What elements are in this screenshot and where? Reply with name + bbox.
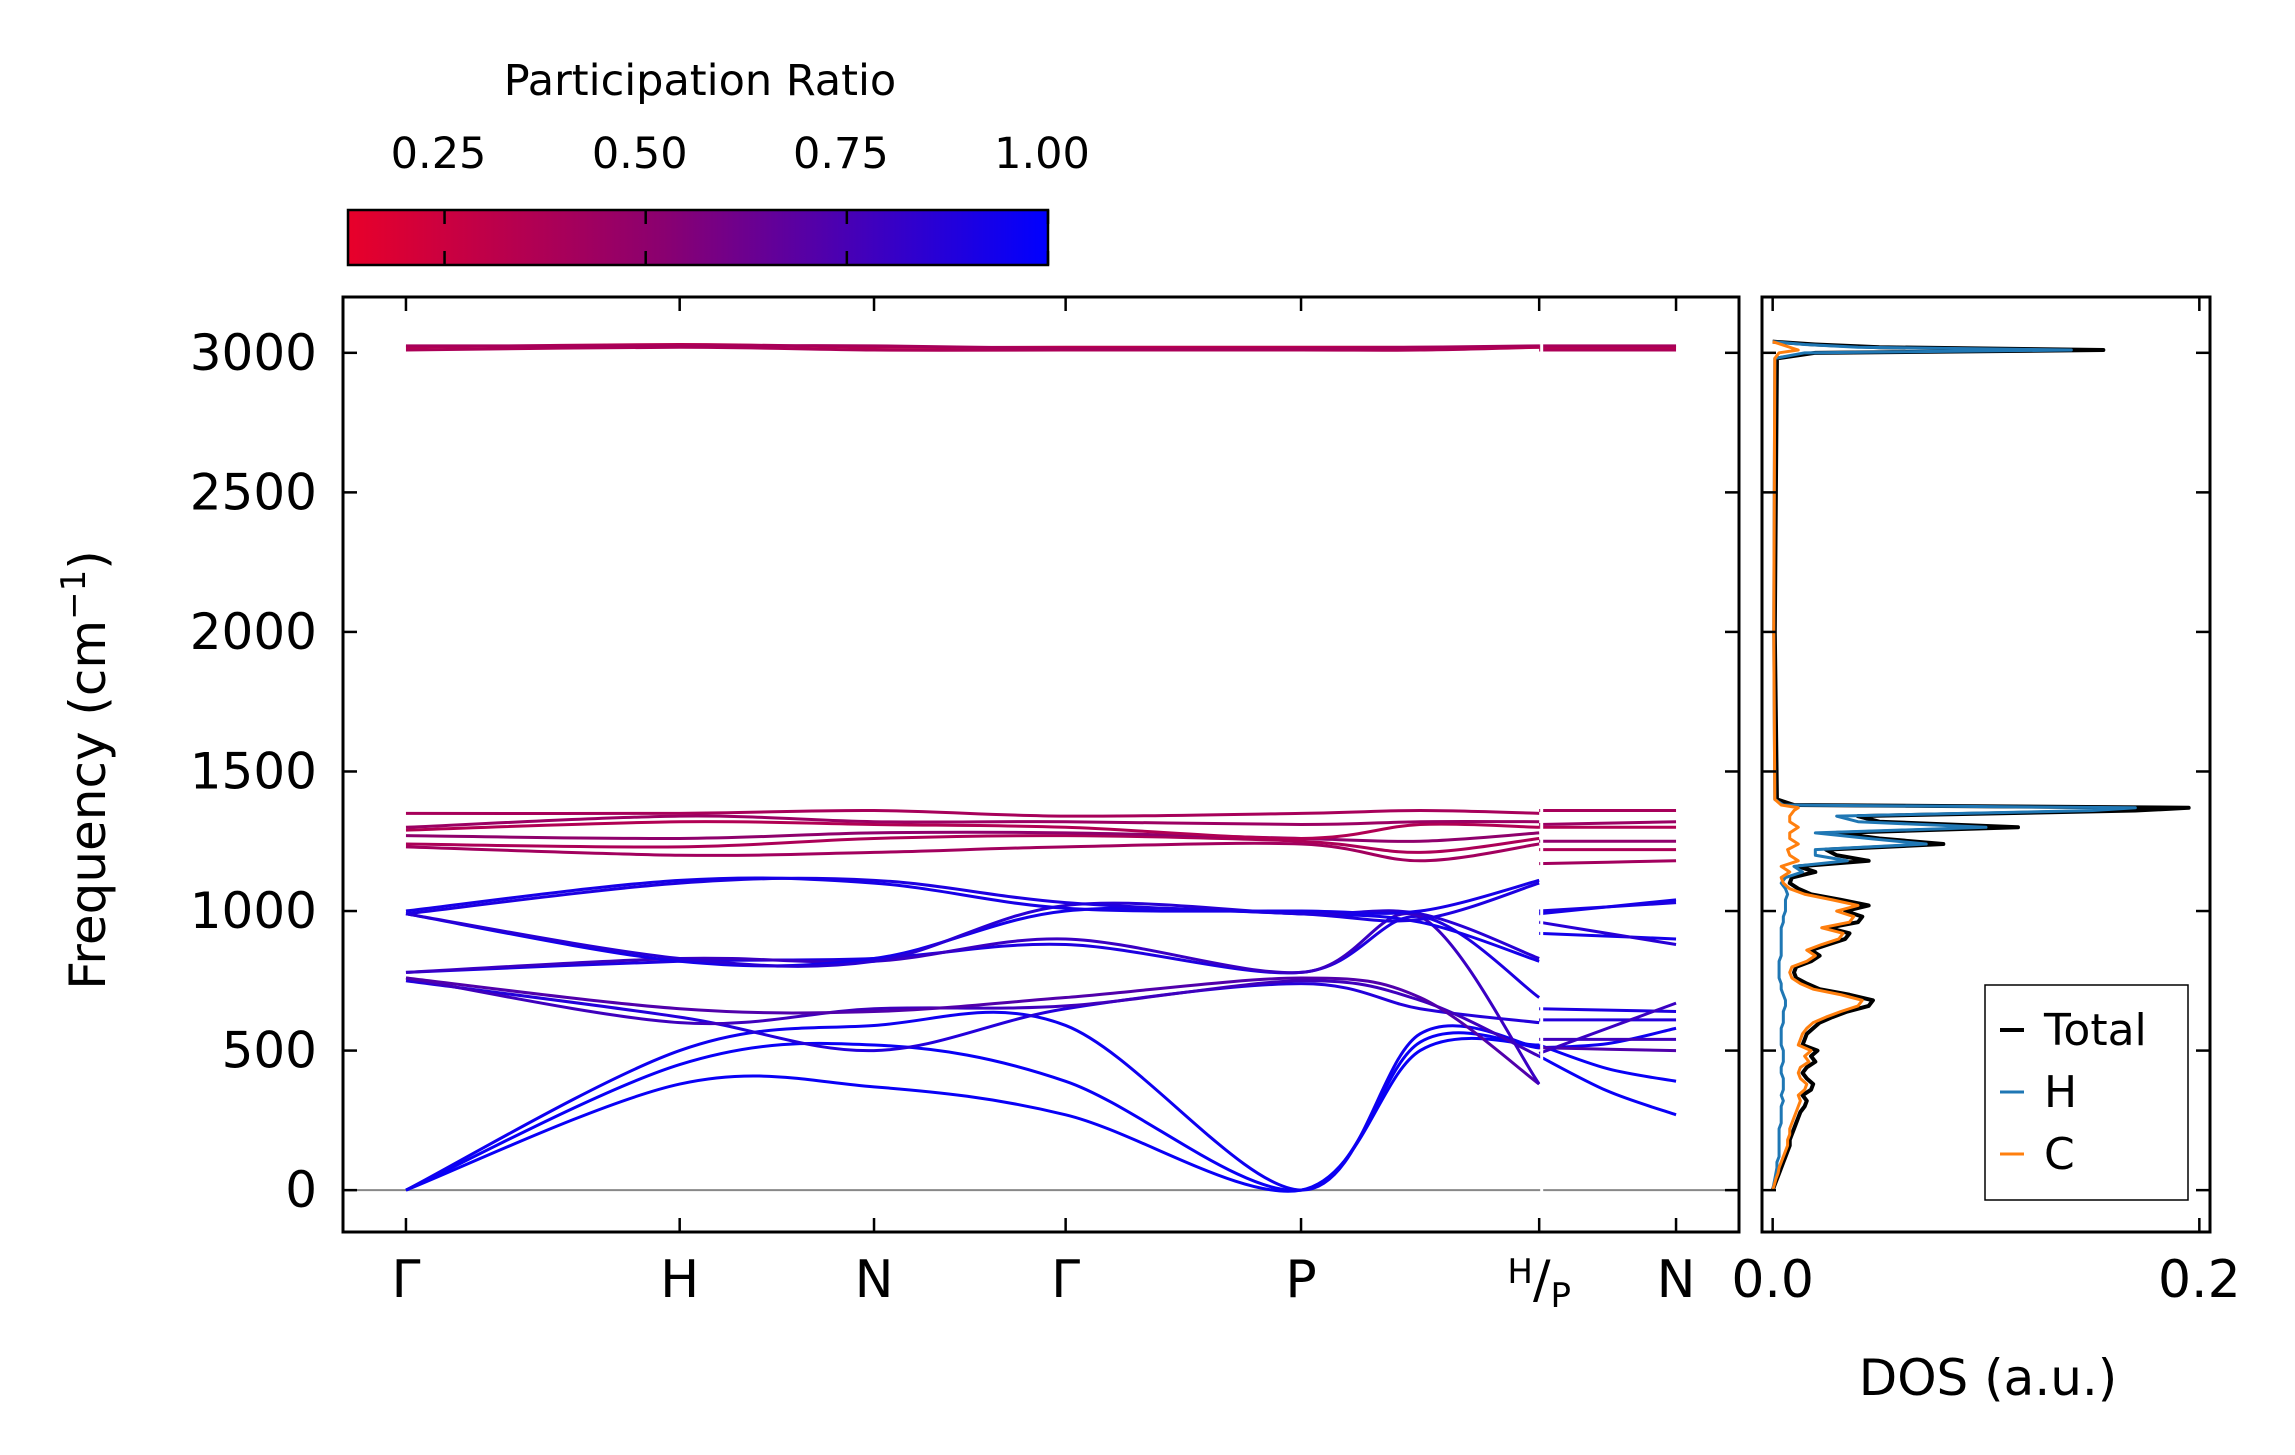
dos-y-axis (1762, 351, 2210, 1192)
dos-x-tick-label: 0.2 (2158, 1250, 2241, 1310)
k-label-sup: H (1507, 1252, 1533, 1292)
band-branch-optical-8-after-break (1538, 1001, 1677, 1055)
dos-legend: Total HC (1984, 984, 2189, 1201)
k-label-slash: / (1533, 1250, 1551, 1310)
band-branch-optical-9-after-break (1539, 931, 1677, 941)
band-branch-optical-7 (405, 915, 1541, 999)
band-branch-optical-16 (405, 820, 1540, 840)
path-break-gap (1540, 299, 1544, 1230)
y-tick-label: 0 (285, 1161, 317, 1219)
y-tick-label: 500 (222, 1022, 317, 1080)
dos-panel: 0.0 0.2 DOS (a.u.) Total HC (1731, 295, 2241, 1407)
band-branch-optical-14 (405, 834, 1540, 854)
colorbar-tick-label: 0.75 (793, 129, 889, 179)
band-branch-optical-9 (405, 906, 1540, 968)
band-branch-optical-6 (405, 976, 1541, 1086)
band-branch-optical-5 (405, 976, 1540, 1058)
colorbar-tick-label: 1.00 (994, 129, 1090, 179)
band-y-axis: 0 500 1000 1500 2000 2500 3000 (190, 324, 1739, 1219)
band-branch-optical-17-after-break (1539, 820, 1677, 827)
band-branch-optical-13 (405, 841, 1540, 863)
band-x-axis: Γ H N Γ P H/P N (391, 297, 1695, 1316)
dos-curve-total (1770, 339, 2191, 1191)
k-point-label: N (855, 1250, 894, 1310)
k-point-label: N (1657, 1250, 1696, 1310)
dos-x-axis-label: DOS (a.u.) (1859, 1349, 2118, 1407)
colorbar-tick-label: 0.50 (592, 129, 688, 179)
colorbar: Participation Ratio 0.25 0.50 0.75 1.00 (346, 56, 1090, 267)
colorbar-ticks: 0.25 0.50 0.75 1.00 (391, 129, 1090, 265)
legend-items: Total HC (2000, 1005, 2147, 1180)
band-branch-acoustic-1-after-break (1538, 1054, 1677, 1117)
k-point-label-break: H/P (1507, 1250, 1571, 1316)
band-branch-acoustic-3 (405, 1010, 1540, 1192)
dos-axes-frame (1760, 295, 2212, 1234)
band-branch-acoustic-2 (405, 1031, 1540, 1192)
band-branch-acoustic-2-after-break (1538, 1043, 1677, 1083)
band-branch-CH-stretch-1 (405, 345, 1540, 352)
band-branch-optical-15 (405, 830, 1540, 843)
band-branch-optical-4 (405, 979, 1540, 1053)
k-point-label: H (660, 1250, 699, 1310)
colorbar-title: Participation Ratio (504, 56, 897, 106)
band-branch-acoustic-1 (405, 1036, 1540, 1193)
band-branch-optical-18 (405, 808, 1540, 818)
band-branch-optical-6-after-break (1539, 1046, 1677, 1053)
band-branch-optical-12-after-break (1539, 898, 1677, 916)
band-branch-CH-stretch-3 (405, 344, 1540, 351)
legend-label-c: C (2044, 1129, 2075, 1180)
band-branch-optical-13-after-break (1539, 859, 1677, 866)
band-y-axis-label: Frequency (cm−1) (54, 550, 117, 990)
y-label-close: ) (59, 550, 117, 570)
dos-curve-h (1771, 340, 2137, 1191)
legend-label-total: Total (2043, 1005, 2147, 1056)
dos-lines (1770, 339, 2191, 1191)
band-branch-optical-12 (405, 876, 1540, 915)
y-tick-label: 1500 (190, 742, 317, 800)
band-branch-optical-10-after-break (1538, 920, 1677, 947)
y-tick-label: 3000 (190, 324, 317, 382)
band-branch-optical-11 (405, 876, 1540, 923)
dos-x-axis: 0.0 0.2 (1731, 297, 2241, 1310)
y-label-sup: −1 (54, 570, 94, 620)
band-axes-frame (341, 295, 1741, 1234)
y-tick-label: 1000 (190, 882, 317, 940)
dos-x-tick-label: 0.0 (1731, 1250, 1814, 1310)
k-point-label: Γ (1051, 1250, 1080, 1310)
y-tick-label: 2500 (190, 463, 317, 521)
colorbar-tick-label: 0.25 (391, 129, 487, 179)
k-label-sub: P (1550, 1276, 1571, 1316)
band-lines (343, 299, 1739, 1230)
y-tick-label: 2000 (190, 603, 317, 661)
k-point-label: Γ (391, 1250, 420, 1310)
k-point-label: P (1285, 1250, 1316, 1310)
y-label-main: Frequency (cm (59, 620, 117, 990)
legend-label-h: H (2044, 1067, 2077, 1118)
band-branch-optical-7-after-break (1539, 1007, 1677, 1014)
colorbar-gradient (346, 208, 1050, 267)
dos-curve-c (1771, 340, 1864, 1191)
band-branch-optical-17 (405, 814, 1540, 829)
